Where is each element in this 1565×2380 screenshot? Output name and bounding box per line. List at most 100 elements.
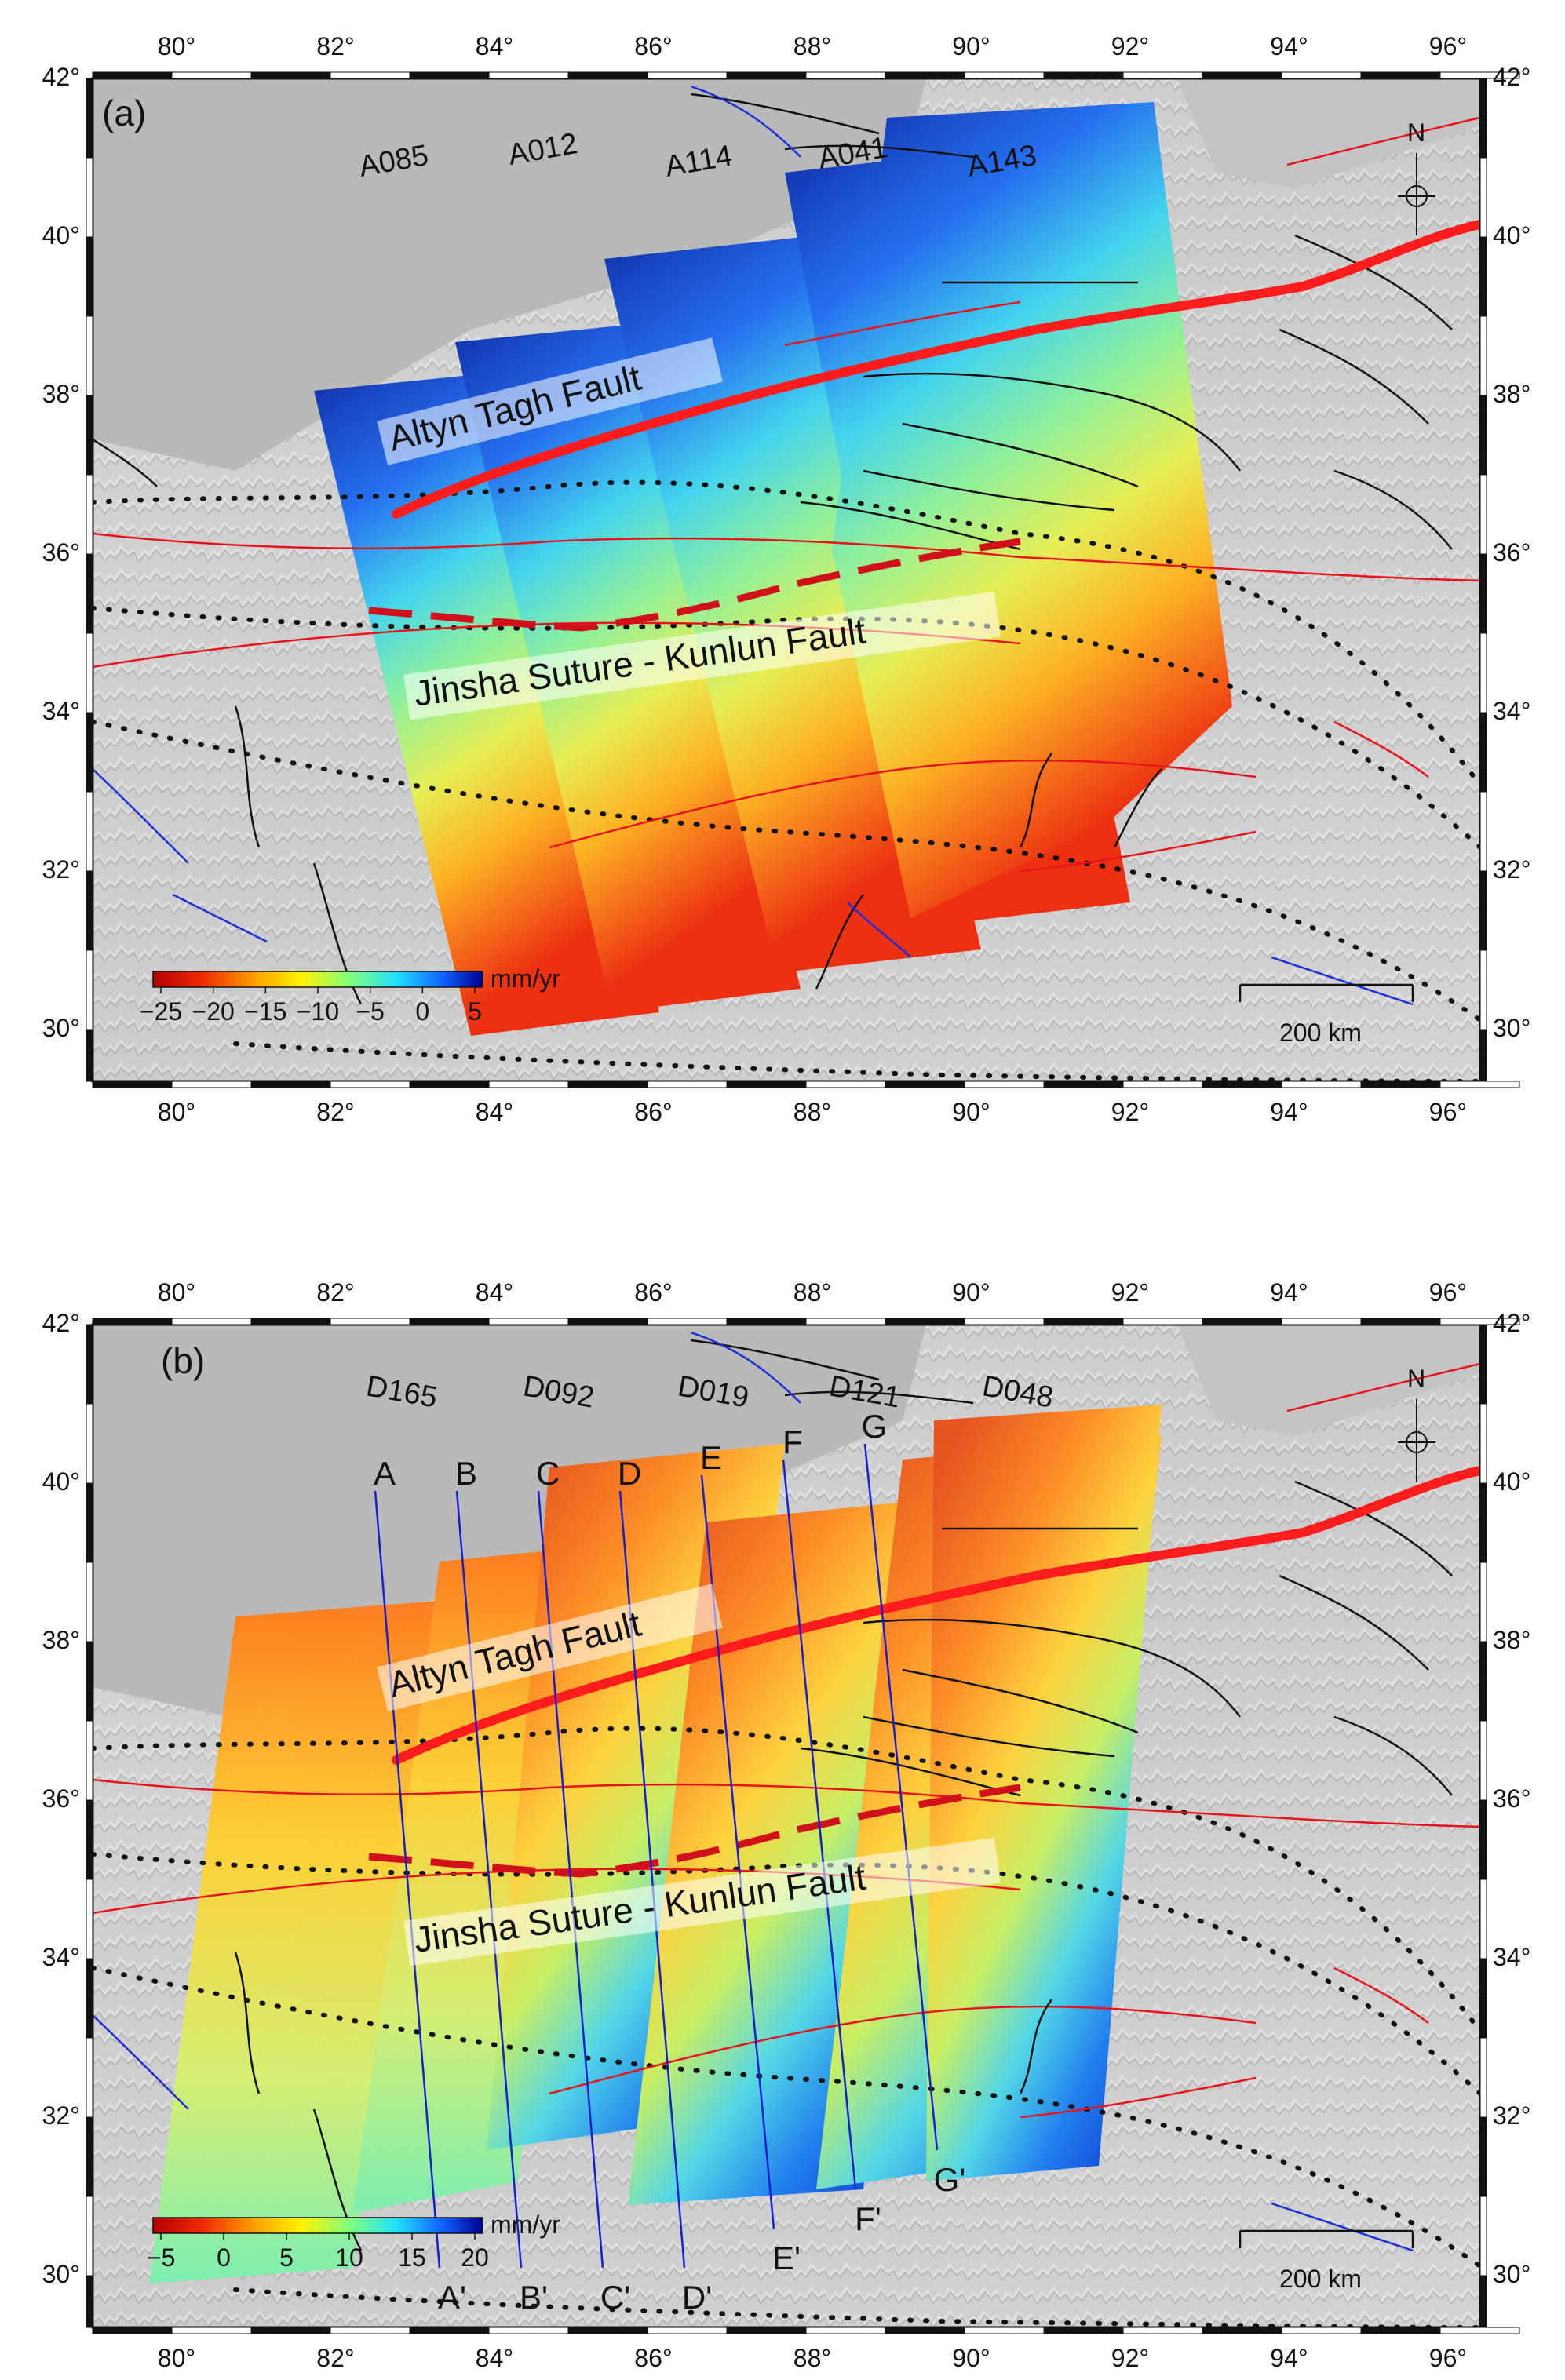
profile-line — [455, 1490, 523, 2269]
lat-tick-right: 32° — [1493, 2101, 1530, 2130]
colorbar-tick-label: −10 — [297, 997, 339, 1026]
colorbar-tick-label: −15 — [244, 997, 286, 1026]
suture-lines-b — [93, 1726, 1480, 2327]
lon-tick-top: 92° — [1111, 32, 1149, 60]
lat-tick-right: 32° — [1493, 855, 1530, 884]
panel-b-axis-labels: 80° 80° 82° 82° 84° 84° 86° 86° 88° 88° 90° 90° 92° 9… — [42, 1278, 1531, 2372]
panel-b-label: (b) — [161, 1340, 205, 1381]
colorbar-a: mm/yr −25 −20 −15 −10 −5 0 5 — [140, 964, 560, 1026]
profile-line — [782, 1459, 857, 2190]
scale-bar-label-b: 200 km — [1279, 2265, 1362, 2293]
lon-tick-bottom: 96° — [1429, 2344, 1467, 2372]
lon-tick-bottom: 88° — [793, 2344, 831, 2372]
panel-a-basemap: Altyn Tagh Fault Jinsha Suture - Kunlun … — [93, 78, 1480, 1081]
profile-end-label: A' — [438, 2279, 466, 2316]
colorbar-tick-label: 5 — [279, 2243, 294, 2272]
profile-start-label: C — [536, 1455, 560, 1492]
profile-start-label: A — [374, 1455, 396, 1492]
north-label: N — [1407, 118, 1425, 147]
colorbar-a-unit: mm/yr — [491, 964, 560, 993]
colorbar-tick-label: −25 — [140, 997, 182, 1026]
altyn-tagh-fault-line-b — [392, 1466, 1480, 1765]
lat-tick-left: 34° — [42, 1943, 80, 1971]
lon-tick-bottom: 86° — [634, 1098, 672, 1126]
panel-b-basemap: AA'BB'CC'DD'EE'FF'GG' Altyn Tagh Fault J… — [93, 1325, 1480, 2327]
lon-tick-top: 94° — [1270, 1278, 1308, 1307]
colorbar-tick-label: −5 — [356, 997, 384, 1026]
colorbar-tick-label: 15 — [398, 2243, 426, 2272]
profile-line — [537, 1490, 604, 2269]
colorbar-b-ticks: −5 0 5 10 15 20 — [147, 2233, 489, 2272]
colorbar-tick-label: −20 — [192, 997, 235, 1026]
profile-end-label: B' — [520, 2279, 548, 2316]
colorbar-b-unit: mm/yr — [491, 2211, 560, 2239]
lon-tick-bottom: 86° — [634, 2344, 672, 2372]
colorbar-tick-label: 0 — [217, 2243, 231, 2272]
lat-tick-left: 36° — [42, 1784, 80, 1813]
lon-tick-top: 96° — [1429, 1278, 1467, 1307]
lon-tick-top: 82° — [316, 32, 354, 60]
lon-tick-bottom: 88° — [793, 1098, 831, 1126]
panel-b-frame-ticks — [86, 1318, 1520, 2334]
lon-tick-bottom: 92° — [1111, 1098, 1149, 1126]
panel-b: AA'BB'CC'DD'EE'FF'GG' Altyn Tagh Fault J… — [42, 1278, 1531, 2372]
lat-tick-right: 30° — [1493, 2260, 1530, 2288]
panel-a-frame-ticks — [86, 71, 1520, 1088]
lon-tick-bottom: 82° — [316, 1098, 354, 1126]
kunlun-fault-line-b — [368, 1784, 1021, 1878]
colorbar-b: mm/yr −5 0 5 10 15 20 — [147, 2211, 560, 2272]
profile-start-label: B — [455, 1455, 477, 1492]
colorbar-tick-label: −5 — [147, 2243, 175, 2272]
lon-tick-top: 84° — [476, 1278, 513, 1307]
lat-tick-left: 42° — [42, 63, 80, 91]
lat-tick-left: 32° — [42, 2101, 80, 2130]
lon-tick-top: 88° — [793, 32, 831, 60]
lat-tick-right: 34° — [1493, 697, 1530, 725]
lon-tick-bottom: 80° — [158, 1098, 195, 1126]
colorbar-tick-label: 20 — [461, 2243, 489, 2272]
lat-tick-right: 34° — [1493, 1943, 1530, 1971]
lon-tick-bottom: 80° — [158, 2344, 195, 2372]
lat-tick-left: 40° — [42, 1467, 80, 1496]
normal-faults-b — [93, 1331, 1414, 2252]
profile-end-label: D' — [682, 2279, 712, 2316]
lon-tick-top: 86° — [634, 1278, 672, 1307]
north-label-b: N — [1407, 1365, 1425, 1393]
lon-tick-bottom: 94° — [1270, 2344, 1308, 2372]
lat-tick-right: 42° — [1493, 1309, 1530, 1337]
lat-tick-right: 36° — [1493, 538, 1530, 567]
lon-tick-top: 90° — [952, 32, 990, 60]
lat-tick-right: 30° — [1493, 1014, 1530, 1042]
lat-tick-left: 38° — [42, 1626, 80, 1654]
lat-tick-right: 38° — [1493, 380, 1530, 408]
lat-tick-right: 40° — [1493, 221, 1530, 250]
panel-a-axis-labels: 80° 80° 82° 82° 84° 84° 86° 86° 88° 88° 90° 90° 92° 9… — [42, 32, 1531, 1126]
scale-bar: 200 km — [1239, 983, 1414, 1047]
lon-tick-bottom: 82° — [316, 2344, 354, 2372]
lon-tick-bottom: 96° — [1429, 1098, 1467, 1126]
lat-tick-left: 32° — [42, 855, 80, 884]
scale-bar-b: 200 km — [1239, 2229, 1414, 2293]
lon-tick-bottom: 94° — [1270, 1098, 1308, 1126]
kunlun-fault-line — [368, 538, 1021, 632]
profile-start-label: G — [862, 1408, 888, 1445]
lat-tick-left: 38° — [42, 380, 80, 408]
lon-tick-top: 88° — [793, 1278, 831, 1307]
lon-tick-top: 96° — [1429, 32, 1467, 60]
colorbar-tick-label: 10 — [335, 2243, 363, 2272]
profile-end-label: F' — [855, 2200, 881, 2237]
suture-lines — [93, 479, 1480, 1081]
north-arrow-icon-b: N — [1398, 1365, 1435, 1482]
panel-a: Altyn Tagh Fault Jinsha Suture - Kunlun … — [42, 32, 1531, 1126]
lon-tick-top: 92° — [1111, 1278, 1149, 1307]
lat-tick-left: 42° — [42, 1309, 80, 1337]
profile-end-label: G' — [934, 2161, 966, 2198]
lon-tick-top: 86° — [634, 32, 672, 60]
lon-tick-top: 94° — [1270, 32, 1308, 60]
lat-tick-right: 40° — [1493, 1467, 1530, 1496]
lon-tick-bottom: 92° — [1111, 2344, 1149, 2372]
lon-tick-bottom: 84° — [476, 2344, 513, 2372]
altyn-tagh-fault-line — [392, 220, 1480, 519]
